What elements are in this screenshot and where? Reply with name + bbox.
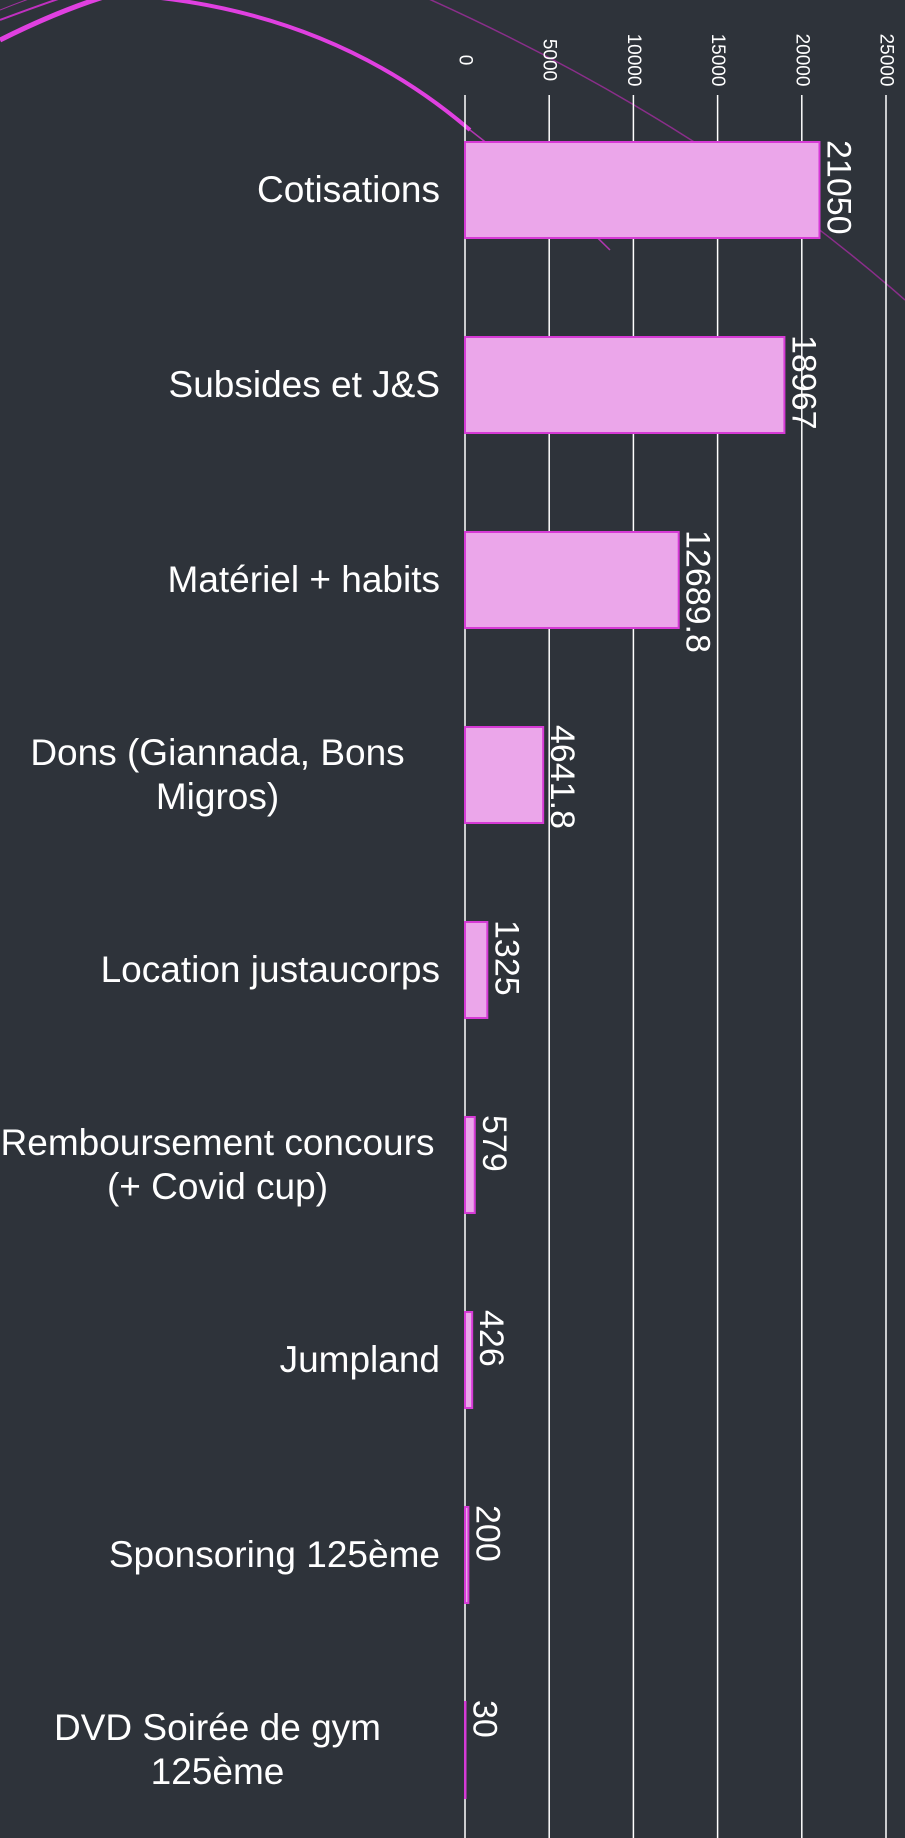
data-label: 1325 [487,920,525,996]
x-tick-label: 15000 [707,34,728,87]
data-label: 30 [466,1700,504,1738]
y-tick-label-box: Remboursement concours (+ Covid cup) [0,1121,440,1209]
y-tick-label-box: Matériel + habits [0,558,441,602]
y-tick-label-box: DVD Soirée de gym 125ème [0,1706,440,1794]
bar [464,336,786,434]
y-tick-label-box: Sponsoring 125ème [0,1533,440,1577]
data-label: 4641.8 [543,725,581,829]
y-tick-label: Remboursement concours (+ Covid cup) [0,1122,435,1207]
data-label: 18967 [784,335,822,430]
y-tick-label: Cotisations [256,169,440,210]
bar [464,531,680,629]
bar [464,141,821,239]
bar [464,1701,467,1799]
y-tick-label-box: Jumpland [0,1338,440,1382]
data-label: 200 [468,1505,506,1562]
data-label: 426 [472,1310,510,1367]
y-tick-label: Location justaucorps [100,949,440,990]
x-tick-label: 25000 [876,34,897,87]
x-tick-label: 5000 [539,39,560,81]
x-tick-label: 10000 [623,34,644,87]
y-tick-label-box: Dons (Giannada, Bons Migros) [0,731,440,819]
x-tick-label: 0 [455,55,476,66]
data-label: 12689.8 [679,530,717,653]
bar [464,726,545,824]
bar [464,1311,474,1409]
y-tick-label: Dons (Giannada, Bons Migros) [30,732,405,817]
data-label: 21050 [819,140,857,235]
y-tick-label: DVD Soirée de gym 125ème [54,1707,381,1792]
bar [464,921,489,1019]
y-tick-label-box: Cotisations [0,168,440,212]
y-tick-label: Matériel + habits [167,559,441,600]
bar [464,1506,470,1604]
y-tick-label: Jumpland [279,1339,440,1380]
x-tick-label: 20000 [791,34,812,87]
bar [464,1116,476,1214]
y-tick-label-box: Subsides et J&S [0,363,440,407]
y-tick-label-box: Location justaucorps [0,948,440,992]
data-label: 579 [475,1115,513,1172]
y-tick-label: Subsides et J&S [168,364,440,405]
y-tick-label: Sponsoring 125ème [108,1534,440,1575]
